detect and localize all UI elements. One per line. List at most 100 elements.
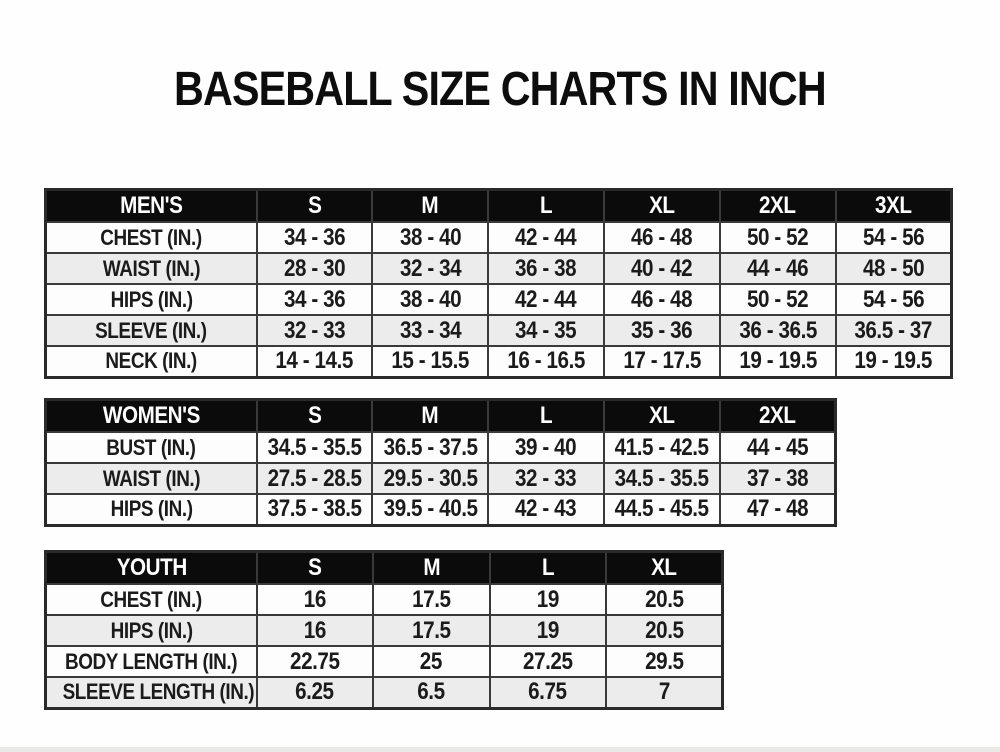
size-value-cell: 6.5 bbox=[372, 676, 491, 709]
size-value-cell: 39.5 - 40.5 bbox=[371, 493, 490, 526]
measurement-label-cell: SLEEVE LENGTH (IN.) bbox=[44, 676, 258, 709]
size-value-cell: 20.5 bbox=[605, 614, 724, 647]
size-value-cell: 17.5 bbox=[372, 614, 491, 647]
size-value-cell: 54 - 56 bbox=[834, 221, 953, 254]
size-value-cell: 42 - 44 bbox=[487, 221, 605, 254]
header-row: WOMEN'S S M L XL 2XL bbox=[44, 398, 837, 433]
size-value-cell: 19 bbox=[488, 614, 607, 647]
table-row: SLEEVE (IN.) 32 - 33 33 - 34 34 - 35 35 - 36… bbox=[44, 314, 953, 347]
image-bottom-edge bbox=[0, 747, 1000, 752]
size-column-header: M bbox=[371, 188, 490, 223]
size-column-header: 2XL bbox=[718, 398, 837, 433]
size-column-header: L bbox=[487, 398, 605, 433]
size-value-cell: 46 - 48 bbox=[602, 283, 721, 316]
size-value-cell: 17.5 bbox=[372, 583, 491, 616]
size-column-header: XL bbox=[605, 550, 724, 585]
size-value-cell: 19 - 19.5 bbox=[834, 345, 953, 378]
size-value-cell: 47 - 48 bbox=[718, 493, 837, 526]
size-value-cell: 36.5 - 37.5 bbox=[371, 431, 490, 464]
size-value-cell: 34 - 35 bbox=[487, 314, 605, 347]
size-value-cell: 34.5 - 35.5 bbox=[255, 431, 374, 464]
table-title-cell: YOUTH bbox=[44, 550, 258, 585]
size-value-cell: 19 - 19.5 bbox=[718, 345, 837, 378]
size-value-cell: 15 - 15.5 bbox=[371, 345, 490, 378]
size-column-header: 2XL bbox=[718, 188, 837, 223]
size-value-cell: 19 bbox=[488, 583, 607, 616]
size-column-header: S bbox=[255, 188, 374, 223]
size-column-header: XL bbox=[602, 188, 721, 223]
size-value-cell: 50 - 52 bbox=[718, 283, 837, 316]
size-value-cell: 38 - 40 bbox=[371, 221, 490, 254]
table-row: BODY LENGTH (IN.) 22.75 25 27.25 29.5 bbox=[44, 645, 724, 678]
table-row: HIPS (IN.) 34 - 36 38 - 40 42 - 44 46 - 48 50… bbox=[44, 283, 953, 316]
measurement-label-cell: HIPS (IN.) bbox=[44, 493, 258, 526]
size-value-cell: 25 bbox=[372, 645, 491, 678]
size-column-header: L bbox=[488, 550, 607, 585]
size-value-cell: 22.75 bbox=[255, 645, 374, 678]
table-title-cell: MEN'S bbox=[44, 188, 258, 223]
page-title: BASEBALL SIZE CHARTS IN INCH bbox=[0, 66, 1000, 114]
size-value-cell: 32 - 33 bbox=[487, 462, 605, 495]
size-value-cell: 35 - 36 bbox=[602, 314, 721, 347]
measurement-label-cell: WAIST (IN.) bbox=[44, 252, 258, 285]
size-value-cell: 36.5 - 37 bbox=[834, 314, 953, 347]
size-value-cell: 41.5 - 42.5 bbox=[602, 431, 721, 464]
size-value-cell: 50 - 52 bbox=[718, 221, 837, 254]
size-value-cell: 16 bbox=[255, 614, 374, 647]
size-value-cell: 16 - 16.5 bbox=[487, 345, 605, 378]
size-value-cell: 29.5 bbox=[605, 645, 724, 678]
header-row: YOUTH S M L XL bbox=[44, 550, 724, 585]
size-column-header: M bbox=[371, 398, 490, 433]
table-row: NECK (IN.) 14 - 14.5 15 - 15.5 16 - 16.5 17 … bbox=[44, 345, 953, 378]
size-value-cell: 37 - 38 bbox=[718, 462, 837, 495]
size-value-cell: 17 - 17.5 bbox=[602, 345, 721, 378]
measurement-label-cell: WAIST (IN.) bbox=[44, 462, 258, 495]
table-row: CHEST (IN.) 16 17.5 19 20.5 bbox=[44, 583, 724, 616]
size-value-cell: 42 - 44 bbox=[487, 283, 605, 316]
size-value-cell: 27.5 - 28.5 bbox=[255, 462, 374, 495]
table-row: HIPS (IN.) 16 17.5 19 20.5 bbox=[44, 614, 724, 647]
measurement-label-cell: CHEST (IN.) bbox=[44, 583, 258, 616]
measurement-label-cell: SLEEVE (IN.) bbox=[44, 314, 258, 347]
youth-size-table: YOUTH S M L XL CHEST (IN.) 16 17.5 19 20.5 HIPS (I… bbox=[44, 550, 724, 710]
measurement-label-cell: HIPS (IN.) bbox=[44, 614, 258, 647]
size-value-cell: 33 - 34 bbox=[371, 314, 490, 347]
size-value-cell: 14 - 14.5 bbox=[255, 345, 374, 378]
size-column-header: XL bbox=[602, 398, 721, 433]
size-value-cell: 36 - 36.5 bbox=[718, 314, 837, 347]
size-value-cell: 39 - 40 bbox=[487, 431, 605, 464]
size-value-cell: 36 - 38 bbox=[487, 252, 605, 285]
table-title-cell: WOMEN'S bbox=[44, 398, 258, 433]
size-value-cell: 6.25 bbox=[255, 676, 374, 709]
table-row: CHEST (IN.) 34 - 36 38 - 40 42 - 44 46 - 48 5… bbox=[44, 221, 953, 254]
size-value-cell: 7 bbox=[605, 676, 724, 709]
table-row: HIPS (IN.) 37.5 - 38.5 39.5 - 40.5 42 - 43 4… bbox=[44, 493, 837, 526]
size-column-header: S bbox=[255, 550, 374, 585]
size-value-cell: 44 - 45 bbox=[718, 431, 837, 464]
measurement-label-cell: BODY LENGTH (IN.) bbox=[44, 645, 258, 678]
measurement-label-cell: NECK (IN.) bbox=[44, 345, 258, 378]
size-value-cell: 32 - 33 bbox=[255, 314, 374, 347]
header-row: MEN'S S M L XL 2XL 3XL bbox=[44, 188, 953, 223]
size-column-header: L bbox=[487, 188, 605, 223]
size-value-cell: 54 - 56 bbox=[834, 283, 953, 316]
table-row: WAIST (IN.) 28 - 30 32 - 34 36 - 38 40 - 42 4… bbox=[44, 252, 953, 285]
table-row: WAIST (IN.) 27.5 - 28.5 29.5 - 30.5 32 - 33… bbox=[44, 462, 837, 495]
page-title-text: BASEBALL SIZE CHARTS IN INCH bbox=[174, 63, 827, 116]
womens-size-table: WOMEN'S S M L XL 2XL BUST (IN.) 34.5 - 35.5 36.5… bbox=[44, 398, 837, 527]
measurement-label-cell: CHEST (IN.) bbox=[44, 221, 258, 254]
size-value-cell: 20.5 bbox=[605, 583, 724, 616]
size-value-cell: 48 - 50 bbox=[834, 252, 953, 285]
size-value-cell: 42 - 43 bbox=[487, 493, 605, 526]
size-value-cell: 40 - 42 bbox=[602, 252, 721, 285]
size-value-cell: 16 bbox=[255, 583, 374, 616]
size-value-cell: 29.5 - 30.5 bbox=[371, 462, 490, 495]
size-column-header: M bbox=[372, 550, 491, 585]
size-value-cell: 44 - 46 bbox=[718, 252, 837, 285]
size-value-cell: 44.5 - 45.5 bbox=[602, 493, 721, 526]
size-column-header: 3XL bbox=[834, 188, 953, 223]
size-column-header: S bbox=[255, 398, 374, 433]
size-value-cell: 27.25 bbox=[488, 645, 607, 678]
size-value-cell: 46 - 48 bbox=[602, 221, 721, 254]
size-value-cell: 37.5 - 38.5 bbox=[255, 493, 374, 526]
